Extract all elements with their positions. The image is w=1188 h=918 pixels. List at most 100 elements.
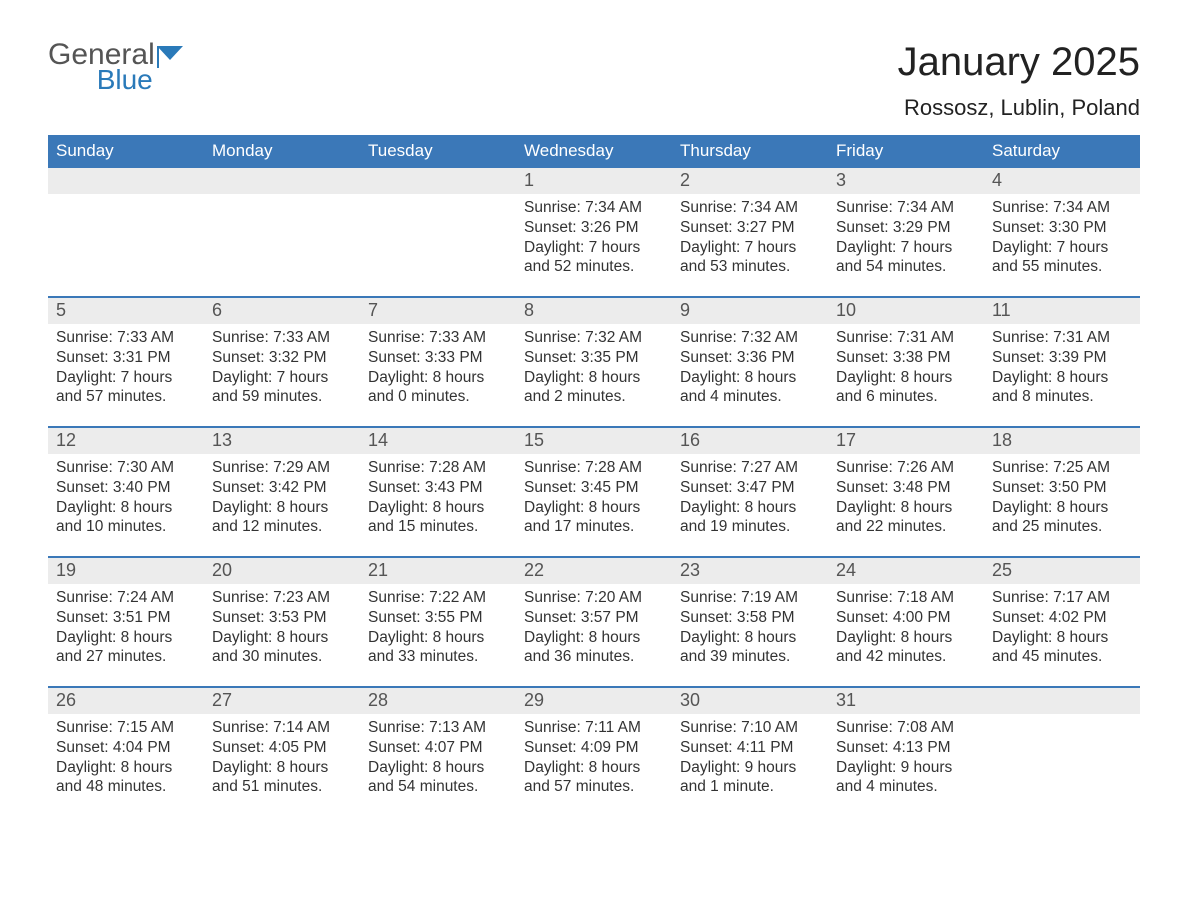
sunset-text: Sunset: 3:58 PM — [680, 608, 820, 628]
daylight-text: Daylight: 8 hours and 10 minutes. — [56, 498, 196, 538]
daylight-text: Daylight: 8 hours and 36 minutes. — [524, 628, 664, 668]
day-cell — [360, 168, 516, 296]
weekday-header: Sunday Monday Tuesday Wednesday Thursday… — [48, 135, 1140, 168]
sunrise-text: Sunrise: 7:25 AM — [992, 458, 1132, 478]
day-number: 13 — [204, 428, 360, 454]
sunrise-text: Sunrise: 7:31 AM — [992, 328, 1132, 348]
day-number: 5 — [48, 298, 204, 324]
sunrise-text: Sunrise: 7:33 AM — [212, 328, 352, 348]
logo-text: General Blue — [48, 40, 155, 94]
day-cell: 14Sunrise: 7:28 AMSunset: 3:43 PMDayligh… — [360, 428, 516, 556]
week-row: 1Sunrise: 7:34 AMSunset: 3:26 PMDaylight… — [48, 168, 1140, 296]
daylight-text: Daylight: 8 hours and 0 minutes. — [368, 368, 508, 408]
location: Rossosz, Lublin, Poland — [898, 95, 1140, 121]
day-cell: 7 Sunrise: 7:33 AMSunset: 3:33 PMDaylight… — [360, 298, 516, 426]
day-cell — [48, 168, 204, 296]
day-body: Sunrise: 7:26 AMSunset: 3:48 PMDaylight:… — [828, 454, 984, 537]
day-number: 1 — [516, 168, 672, 194]
weekday-sat: Saturday — [984, 135, 1140, 168]
day-number: 7 — [360, 298, 516, 324]
day-number: 22 — [516, 558, 672, 584]
day-number: 27 — [204, 688, 360, 714]
daylight-text: Daylight: 9 hours and 4 minutes. — [836, 758, 976, 798]
sunrise-text: Sunrise: 7:33 AM — [368, 328, 508, 348]
day-cell: 17Sunrise: 7:26 AMSunset: 3:48 PMDayligh… — [828, 428, 984, 556]
day-cell: 31Sunrise: 7:08 AMSunset: 4:13 PMDayligh… — [828, 688, 984, 816]
calendar: Sunday Monday Tuesday Wednesday Thursday… — [48, 135, 1140, 816]
sunrise-text: Sunrise: 7:11 AM — [524, 718, 664, 738]
daylight-text: Daylight: 7 hours and 53 minutes. — [680, 238, 820, 278]
day-number: 14 — [360, 428, 516, 454]
day-cell: 15Sunrise: 7:28 AMSunset: 3:45 PMDayligh… — [516, 428, 672, 556]
day-cell: 2Sunrise: 7:34 AMSunset: 3:27 PMDaylight… — [672, 168, 828, 296]
day-number: 28 — [360, 688, 516, 714]
daylight-text: Daylight: 7 hours and 54 minutes. — [836, 238, 976, 278]
daylight-text: Daylight: 8 hours and 54 minutes. — [368, 758, 508, 798]
day-body: Sunrise: 7:34 AMSunset: 3:26 PMDaylight:… — [516, 194, 672, 277]
sunrise-text: Sunrise: 7:34 AM — [524, 198, 664, 218]
day-cell: 12Sunrise: 7:30 AMSunset: 3:40 PMDayligh… — [48, 428, 204, 556]
sunrise-text: Sunrise: 7:17 AM — [992, 588, 1132, 608]
day-number: 24 — [828, 558, 984, 584]
day-number: 2 — [672, 168, 828, 194]
day-body: Sunrise: 7:18 AMSunset: 4:00 PMDaylight:… — [828, 584, 984, 667]
logo-flag-icon — [157, 46, 183, 68]
daylight-text: Daylight: 8 hours and 33 minutes. — [368, 628, 508, 668]
sunrise-text: Sunrise: 7:22 AM — [368, 588, 508, 608]
day-cell: 20Sunrise: 7:23 AMSunset: 3:53 PMDayligh… — [204, 558, 360, 686]
page-header: General Blue January 2025 Rossosz, Lubli… — [48, 40, 1140, 121]
day-cell: 9Sunrise: 7:32 AMSunset: 3:36 PMDaylight… — [672, 298, 828, 426]
day-number: 12 — [48, 428, 204, 454]
day-body: Sunrise: 7:32 AMSunset: 3:35 PMDaylight:… — [516, 324, 672, 407]
daylight-text: Daylight: 8 hours and 27 minutes. — [56, 628, 196, 668]
sunset-text: Sunset: 3:35 PM — [524, 348, 664, 368]
sunset-text: Sunset: 3:33 PM — [368, 348, 508, 368]
daylight-text: Daylight: 7 hours and 59 minutes. — [212, 368, 352, 408]
daylight-text: Daylight: 8 hours and 30 minutes. — [212, 628, 352, 668]
sunset-text: Sunset: 3:51 PM — [56, 608, 196, 628]
sunrise-text: Sunrise: 7:29 AM — [212, 458, 352, 478]
daylight-text: Daylight: 8 hours and 15 minutes. — [368, 498, 508, 538]
sunrise-text: Sunrise: 7:30 AM — [56, 458, 196, 478]
sunset-text: Sunset: 3:38 PM — [836, 348, 976, 368]
day-cell: 6Sunrise: 7:33 AMSunset: 3:32 PMDaylight… — [204, 298, 360, 426]
sunset-text: Sunset: 3:45 PM — [524, 478, 664, 498]
day-body: Sunrise: 7:24 AMSunset: 3:51 PMDaylight:… — [48, 584, 204, 667]
day-body: Sunrise: 7:27 AMSunset: 3:47 PMDaylight:… — [672, 454, 828, 537]
day-body: Sunrise: 7:33 AMSunset: 3:32 PMDaylight:… — [204, 324, 360, 407]
day-body: Sunrise: 7:33 AMSunset: 3:31 PMDaylight:… — [48, 324, 204, 407]
sunset-text: Sunset: 3:43 PM — [368, 478, 508, 498]
weekday-wed: Wednesday — [516, 135, 672, 168]
sunset-text: Sunset: 4:11 PM — [680, 738, 820, 758]
day-number: 18 — [984, 428, 1140, 454]
sunrise-text: Sunrise: 7:14 AM — [212, 718, 352, 738]
day-body: Sunrise: 7:17 AMSunset: 4:02 PMDaylight:… — [984, 584, 1140, 667]
day-cell: 10Sunrise: 7:31 AMSunset: 3:38 PMDayligh… — [828, 298, 984, 426]
weekday-mon: Monday — [204, 135, 360, 168]
day-number — [48, 168, 204, 194]
sunset-text: Sunset: 4:02 PM — [992, 608, 1132, 628]
daylight-text: Daylight: 8 hours and 48 minutes. — [56, 758, 196, 798]
day-cell: 4Sunrise: 7:34 AMSunset: 3:30 PMDaylight… — [984, 168, 1140, 296]
sunrise-text: Sunrise: 7:28 AM — [524, 458, 664, 478]
day-body: Sunrise: 7:23 AMSunset: 3:53 PMDaylight:… — [204, 584, 360, 667]
day-cell: 3Sunrise: 7:34 AMSunset: 3:29 PMDaylight… — [828, 168, 984, 296]
sunset-text: Sunset: 3:39 PM — [992, 348, 1132, 368]
sunset-text: Sunset: 3:48 PM — [836, 478, 976, 498]
sunset-text: Sunset: 3:50 PM — [992, 478, 1132, 498]
day-cell: 18Sunrise: 7:25 AMSunset: 3:50 PMDayligh… — [984, 428, 1140, 556]
daylight-text: Daylight: 8 hours and 22 minutes. — [836, 498, 976, 538]
calendar-page: General Blue January 2025 Rossosz, Lubli… — [0, 0, 1188, 856]
day-cell: 21Sunrise: 7:22 AMSunset: 3:55 PMDayligh… — [360, 558, 516, 686]
sunset-text: Sunset: 3:32 PM — [212, 348, 352, 368]
day-cell: 28Sunrise: 7:13 AMSunset: 4:07 PMDayligh… — [360, 688, 516, 816]
day-cell: 16Sunrise: 7:27 AMSunset: 3:47 PMDayligh… — [672, 428, 828, 556]
weeks-container: 1Sunrise: 7:34 AMSunset: 3:26 PMDaylight… — [48, 168, 1140, 816]
day-cell: 13Sunrise: 7:29 AMSunset: 3:42 PMDayligh… — [204, 428, 360, 556]
sunrise-text: Sunrise: 7:08 AM — [836, 718, 976, 738]
title-block: January 2025 Rossosz, Lublin, Poland — [898, 40, 1140, 121]
day-cell — [204, 168, 360, 296]
sunrise-text: Sunrise: 7:13 AM — [368, 718, 508, 738]
sunrise-text: Sunrise: 7:15 AM — [56, 718, 196, 738]
sunset-text: Sunset: 3:53 PM — [212, 608, 352, 628]
